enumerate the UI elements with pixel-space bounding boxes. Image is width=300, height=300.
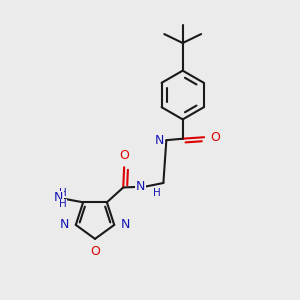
Text: H: H [153, 134, 160, 144]
Text: N: N [136, 180, 145, 193]
Text: O: O [91, 245, 100, 258]
Text: O: O [210, 131, 220, 144]
Text: N: N [154, 134, 164, 147]
Text: N: N [60, 218, 69, 230]
Text: O: O [119, 149, 129, 162]
Text: H: H [59, 199, 67, 209]
Text: N: N [53, 191, 63, 204]
Text: H: H [153, 188, 161, 198]
Text: H: H [59, 188, 67, 198]
Text: N: N [121, 218, 130, 230]
